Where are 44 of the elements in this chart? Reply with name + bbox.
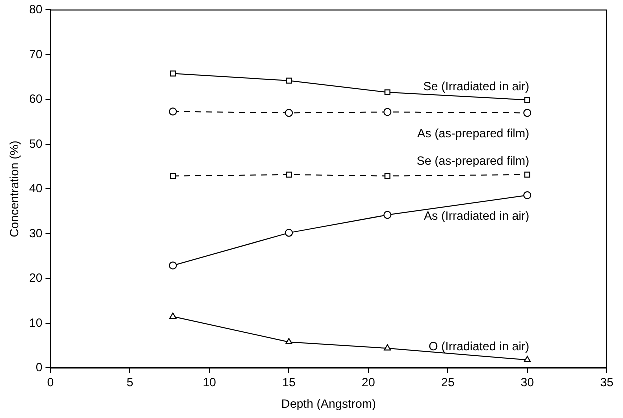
y-tick-label: 70	[29, 47, 44, 62]
x-axis-title: Depth (Angstrom)	[282, 397, 376, 412]
y-axis-title: Concentration (%)	[8, 140, 22, 238]
point	[169, 108, 178, 116]
point	[384, 90, 391, 96]
point	[384, 173, 391, 180]
point	[524, 356, 532, 362]
series-label: Se (as-prepared film)	[416, 154, 530, 168]
point	[286, 78, 292, 84]
y-tick-label: 40	[29, 182, 44, 196]
point	[170, 312, 177, 319]
x-tick-label: 15	[282, 376, 296, 390]
point	[384, 211, 392, 220]
point	[286, 172, 292, 178]
point	[524, 97, 531, 104]
point	[170, 70, 176, 77]
point	[169, 262, 178, 270]
x-tick-label: 30	[520, 376, 535, 390]
point	[286, 338, 293, 344]
y-tick-label: 0	[36, 360, 44, 375]
series-label: As (as-prepared film)	[418, 126, 530, 140]
x-tick-label: 10	[202, 376, 217, 390]
point	[170, 173, 176, 180]
point	[524, 191, 532, 200]
y-tick-label: 20	[29, 271, 44, 286]
point	[384, 344, 392, 351]
point	[285, 229, 294, 238]
point	[384, 108, 392, 116]
point	[524, 109, 532, 118]
series-label: Se (Irradiated in air)	[423, 79, 530, 94]
y-tick-label: 80	[29, 2, 44, 17]
series-label: O (Irradiated in air)	[428, 339, 530, 354]
x-tick-label: 20	[362, 376, 376, 390]
x-tick-label: 25	[441, 376, 456, 390]
y-tick-label: 10	[29, 316, 44, 330]
y-tick-label: 30	[29, 226, 44, 240]
point	[524, 172, 531, 178]
x-tick-label: 35	[600, 376, 614, 390]
y-tick-label: 60	[29, 92, 44, 106]
x-tick-label: 0	[47, 376, 54, 390]
series-label: As (Irradiated in air)	[424, 208, 530, 223]
x-tick-label: 5	[126, 376, 134, 390]
point	[285, 109, 294, 118]
y-tick-label: 50	[29, 136, 44, 151]
